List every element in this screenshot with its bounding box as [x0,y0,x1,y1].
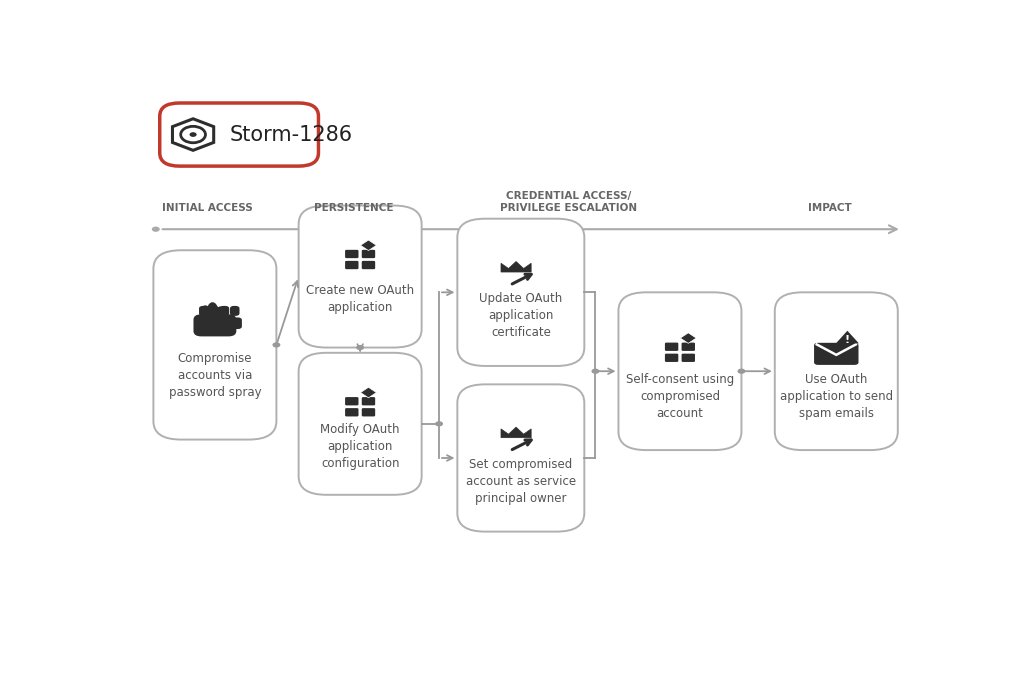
Text: Compromise
accounts via
password spray: Compromise accounts via password spray [169,352,261,399]
Circle shape [272,342,281,348]
Polygon shape [501,427,531,438]
FancyBboxPatch shape [344,249,359,259]
Ellipse shape [200,305,211,320]
FancyBboxPatch shape [230,306,240,316]
Text: Update OAuth
application
certificate: Update OAuth application certificate [479,292,562,339]
Polygon shape [680,333,696,344]
Polygon shape [836,331,859,344]
Text: Storm-1286: Storm-1286 [229,124,352,145]
FancyBboxPatch shape [665,353,679,363]
FancyBboxPatch shape [360,407,376,417]
Text: PERSISTENCE: PERSISTENCE [314,204,394,213]
FancyBboxPatch shape [618,292,741,450]
FancyBboxPatch shape [344,396,359,406]
Text: !: ! [845,335,850,345]
Text: CREDENTIAL ACCESS/
PRIVILEGE ESCALATION: CREDENTIAL ACCESS/ PRIVILEGE ESCALATION [500,191,637,213]
FancyBboxPatch shape [458,219,585,366]
Text: Modify OAuth
application
configuration: Modify OAuth application configuration [321,423,400,470]
Text: Use OAuth
application to send
spam emails: Use OAuth application to send spam email… [779,373,893,420]
FancyBboxPatch shape [360,249,376,259]
Ellipse shape [207,302,218,319]
FancyBboxPatch shape [194,314,237,337]
Text: INITIAL ACCESS: INITIAL ACCESS [162,204,253,213]
FancyBboxPatch shape [814,343,858,365]
FancyBboxPatch shape [154,250,276,440]
Polygon shape [360,387,377,398]
FancyBboxPatch shape [458,385,585,531]
Text: Self-consent using
compromised
account: Self-consent using compromised account [626,373,734,420]
FancyBboxPatch shape [299,206,422,348]
Circle shape [435,421,443,426]
Polygon shape [501,262,531,272]
FancyBboxPatch shape [230,318,242,329]
Circle shape [592,369,599,374]
Circle shape [737,369,745,374]
Text: Set compromised
account as service
principal owner: Set compromised account as service princ… [466,458,575,505]
FancyBboxPatch shape [360,396,376,406]
FancyBboxPatch shape [344,260,359,270]
Text: IMPACT: IMPACT [809,204,852,213]
FancyBboxPatch shape [209,306,219,316]
Circle shape [356,345,365,350]
FancyBboxPatch shape [344,407,359,417]
Ellipse shape [216,307,225,319]
FancyBboxPatch shape [360,260,376,270]
Circle shape [152,227,160,232]
FancyBboxPatch shape [681,342,696,352]
Text: Create new OAuth
application: Create new OAuth application [306,284,414,314]
Polygon shape [360,240,377,251]
Circle shape [189,133,197,137]
FancyBboxPatch shape [199,306,209,316]
FancyBboxPatch shape [665,342,679,352]
FancyBboxPatch shape [681,353,696,363]
FancyBboxPatch shape [220,306,229,316]
FancyBboxPatch shape [775,292,898,450]
FancyBboxPatch shape [160,103,318,166]
FancyBboxPatch shape [299,353,422,494]
